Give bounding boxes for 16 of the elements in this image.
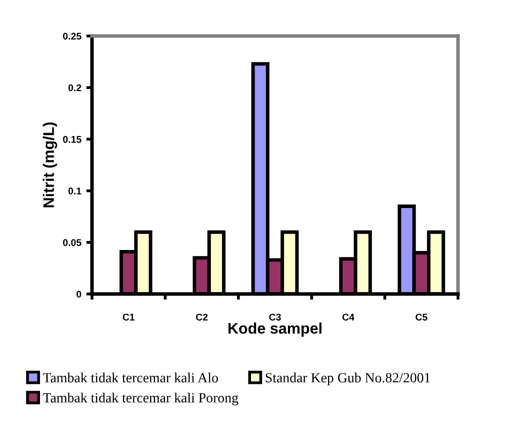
y-tick-label: 0.1 <box>68 188 82 194</box>
y-tick-label: 0.05 <box>63 239 82 246</box>
x-tick-label: C2 <box>196 314 208 321</box>
y-axis-title: Nitrit (mg/L) <box>42 122 58 208</box>
legend-label: Standar Kep Gub No.82/2001 <box>266 372 430 386</box>
y-tick-label: 0.2 <box>68 84 82 92</box>
x-tick-label: C1 <box>122 314 135 321</box>
legend-label: Tambak tidak tercemar kali Porong <box>43 392 238 406</box>
x-tick-label: C4 <box>342 314 354 321</box>
x-tick-label: C5 <box>416 314 428 321</box>
legend-label: Tambak tidak tercemar kali Alo <box>43 372 218 382</box>
y-tick-label: 0.15 <box>63 136 82 143</box>
x-axis-title: Kode sampel <box>228 322 322 337</box>
y-tick-label: 0.25 <box>63 32 82 40</box>
x-tick-label: C3 <box>269 314 281 321</box>
y-tick-label: 0 <box>76 290 82 298</box>
